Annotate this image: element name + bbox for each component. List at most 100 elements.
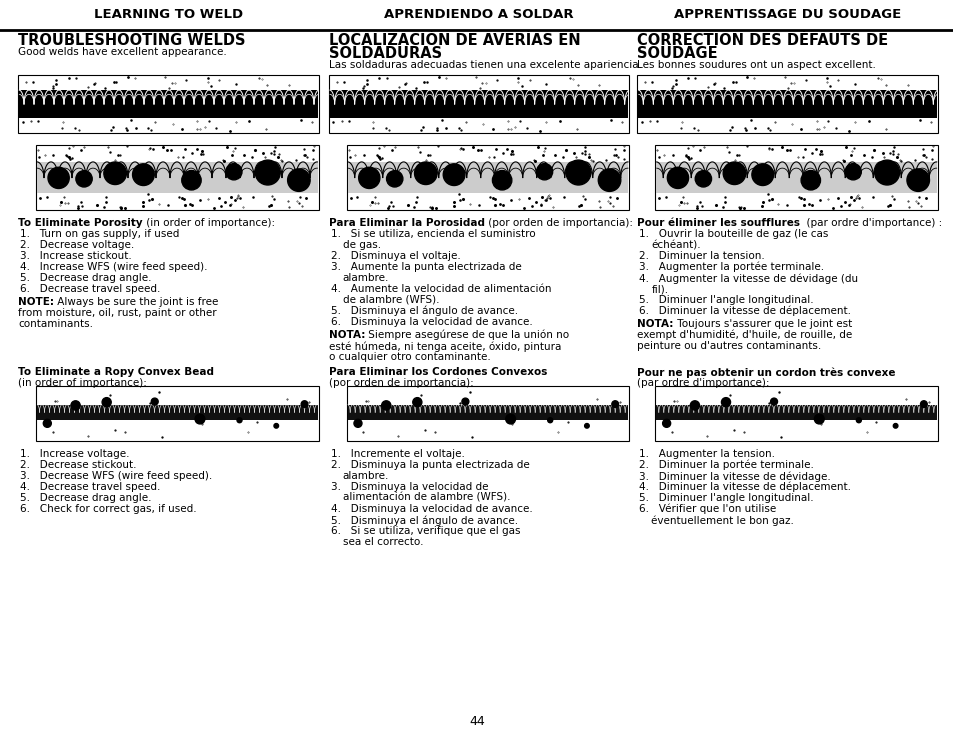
Text: exempt d'humidité, d'huile, de rouille, de: exempt d'humidité, d'huile, de rouille, … xyxy=(637,330,852,340)
Bar xyxy=(37,404,317,420)
Text: CORRECTION DES DÉFAUTS DE: CORRECTION DES DÉFAUTS DE xyxy=(637,33,887,48)
Text: 3.   Disminuya la velocidad de: 3. Disminuya la velocidad de xyxy=(331,482,488,492)
Text: sea el correcto.: sea el correcto. xyxy=(342,537,423,547)
Circle shape xyxy=(667,168,688,188)
Text: contaminants.: contaminants. xyxy=(18,319,92,329)
Text: APRENDIENDO A SOLDAR: APRENDIENDO A SOLDAR xyxy=(384,9,573,21)
Circle shape xyxy=(547,418,552,423)
Text: peinture ou d'autres contaminants.: peinture ou d'autres contaminants. xyxy=(637,341,821,351)
Circle shape xyxy=(536,164,552,180)
Text: alambre.: alambre. xyxy=(342,273,389,283)
Text: Siempre asegúrese de que la unión no: Siempre asegúrese de que la unión no xyxy=(365,330,569,340)
Text: NOTA:: NOTA: xyxy=(329,330,365,340)
Text: 4.   Aumente la velocidad de alimentación: 4. Aumente la velocidad de alimentación xyxy=(331,284,551,294)
Circle shape xyxy=(856,418,861,423)
Circle shape xyxy=(358,168,379,188)
Circle shape xyxy=(413,398,421,407)
Bar xyxy=(36,145,318,210)
Text: Pour éliminer les soufflures: Pour éliminer les soufflures xyxy=(637,218,800,228)
Text: Para Eliminar la Porosidad: Para Eliminar la Porosidad xyxy=(329,218,484,228)
Text: 6.   Vérifier que l'on utilise: 6. Vérifier que l'on utilise xyxy=(639,504,776,514)
Text: APPRENTISSAGE DU SOUDAGE: APPRENTISSAGE DU SOUDAGE xyxy=(674,9,901,21)
Text: Always be sure the joint is free: Always be sure the joint is free xyxy=(54,297,218,307)
Circle shape xyxy=(801,170,820,190)
Text: LEARNING TO WELD: LEARNING TO WELD xyxy=(93,9,243,21)
Text: 2.   Decrease stickout.: 2. Decrease stickout. xyxy=(20,460,136,470)
Circle shape xyxy=(874,160,899,185)
Text: 1.   Si se utiliza, encienda el suministro: 1. Si se utiliza, encienda el suministro xyxy=(331,229,535,239)
Circle shape xyxy=(236,418,242,423)
Bar xyxy=(346,145,629,210)
Text: 5.   Decrease drag angle.: 5. Decrease drag angle. xyxy=(20,493,152,503)
Text: 6.   Disminuya la velocidad de avance.: 6. Disminuya la velocidad de avance. xyxy=(331,317,532,327)
Text: 2.   Diminuer la portée terminale.: 2. Diminuer la portée terminale. xyxy=(639,460,813,471)
Circle shape xyxy=(906,169,928,191)
Text: 3.   Aumente la punta electrizada de: 3. Aumente la punta electrizada de xyxy=(331,262,521,272)
Text: alimentación de alambre (WFS).: alimentación de alambre (WFS). xyxy=(342,493,510,503)
Bar xyxy=(656,404,936,420)
Circle shape xyxy=(770,398,777,405)
Text: 3.   Diminuer la vitesse de dévidage.: 3. Diminuer la vitesse de dévidage. xyxy=(639,471,830,481)
Text: 4.   Increase WFS (wire feed speed).: 4. Increase WFS (wire feed speed). xyxy=(20,262,208,272)
Text: Les bonnes soudures ont un aspect excellent.: Les bonnes soudures ont un aspect excell… xyxy=(637,60,875,70)
Bar xyxy=(18,75,318,133)
Text: 5.   Diminuer l'angle longitudinal.: 5. Diminuer l'angle longitudinal. xyxy=(639,493,813,503)
Circle shape xyxy=(611,401,618,407)
Text: 1.   Increase voltage.: 1. Increase voltage. xyxy=(20,449,130,459)
Text: 5.   Disminuya el ángulo de avance.: 5. Disminuya el ángulo de avance. xyxy=(331,515,517,525)
Circle shape xyxy=(48,168,70,188)
Circle shape xyxy=(76,170,92,187)
Text: 2.   Disminuya el voltaje.: 2. Disminuya el voltaje. xyxy=(331,251,460,261)
Text: 1.   Turn on gas supply, if used: 1. Turn on gas supply, if used xyxy=(20,229,179,239)
Text: 3.   Augmenter la portée terminale.: 3. Augmenter la portée terminale. xyxy=(639,262,823,272)
Text: (par ordre d'importance):: (par ordre d'importance): xyxy=(637,378,769,388)
Text: échéant).: échéant). xyxy=(651,240,700,250)
Text: 4.   Augmenter la vitesse de dévidage (du: 4. Augmenter la vitesse de dévidage (du xyxy=(639,273,858,283)
Bar xyxy=(19,90,317,118)
Text: Toujours s'assurer que le joint est: Toujours s'assurer que le joint est xyxy=(673,319,851,329)
Text: éventuellement le bon gaz.: éventuellement le bon gaz. xyxy=(651,515,794,525)
Text: fil).: fil). xyxy=(651,284,668,294)
Circle shape xyxy=(892,424,897,428)
Text: SOLDADURAS: SOLDADURAS xyxy=(329,46,441,61)
Text: 5.   Disminuya el ángulo de avance.: 5. Disminuya el ángulo de avance. xyxy=(331,306,517,317)
Text: from moisture, oil, rust, paint or other: from moisture, oil, rust, paint or other xyxy=(18,308,216,318)
Text: SOUDAGE: SOUDAGE xyxy=(637,46,718,61)
Text: 2.   Disminuya la punta electrizada de: 2. Disminuya la punta electrizada de xyxy=(331,460,529,470)
Circle shape xyxy=(415,162,436,184)
Text: 5.   Decrease drag angle.: 5. Decrease drag angle. xyxy=(20,273,152,283)
Text: o cualquier otro contaminante.: o cualquier otro contaminante. xyxy=(329,352,490,362)
Text: Good welds have excellent appearance.: Good welds have excellent appearance. xyxy=(18,47,227,57)
Text: 5.   Diminuer l'angle longitudinal.: 5. Diminuer l'angle longitudinal. xyxy=(639,295,813,305)
Text: 1.   Augmenter la tension.: 1. Augmenter la tension. xyxy=(639,449,775,459)
Text: (por orden de importancia):: (por orden de importancia): xyxy=(329,378,473,388)
Circle shape xyxy=(492,170,512,190)
Text: 1.   Incremente el voltaje.: 1. Incremente el voltaje. xyxy=(331,449,464,459)
Text: 6.   Decrease travel speed.: 6. Decrease travel speed. xyxy=(20,284,160,294)
Circle shape xyxy=(255,160,280,185)
Bar xyxy=(638,90,936,118)
Text: 3.   Decrease WFS (wire feed speed).: 3. Decrease WFS (wire feed speed). xyxy=(20,471,212,481)
Circle shape xyxy=(598,169,620,191)
Circle shape xyxy=(182,170,201,190)
Text: Pour ne pas obtenir un cordon très convexe: Pour ne pas obtenir un cordon très conve… xyxy=(637,367,895,378)
Circle shape xyxy=(461,398,468,405)
Text: 6.   Check for correct gas, if used.: 6. Check for correct gas, if used. xyxy=(20,504,196,514)
Circle shape xyxy=(194,414,205,424)
Text: 4.   Decrease travel speed.: 4. Decrease travel speed. xyxy=(20,482,160,492)
Bar xyxy=(329,75,629,133)
Text: 3.   Increase stickout.: 3. Increase stickout. xyxy=(20,251,132,261)
Text: To Eliminate Porosity: To Eliminate Porosity xyxy=(18,218,143,228)
Circle shape xyxy=(102,398,112,407)
Circle shape xyxy=(920,401,926,407)
Circle shape xyxy=(662,419,670,427)
Circle shape xyxy=(104,162,127,184)
Circle shape xyxy=(226,164,242,180)
Circle shape xyxy=(354,419,361,427)
Bar xyxy=(656,162,936,193)
Bar xyxy=(37,162,317,193)
Text: alambre.: alambre. xyxy=(342,471,389,481)
Bar xyxy=(637,75,937,133)
Text: esté húmeda, ni tenga aceite, óxido, pintura: esté húmeda, ni tenga aceite, óxido, pin… xyxy=(329,341,560,351)
Bar xyxy=(347,404,628,420)
